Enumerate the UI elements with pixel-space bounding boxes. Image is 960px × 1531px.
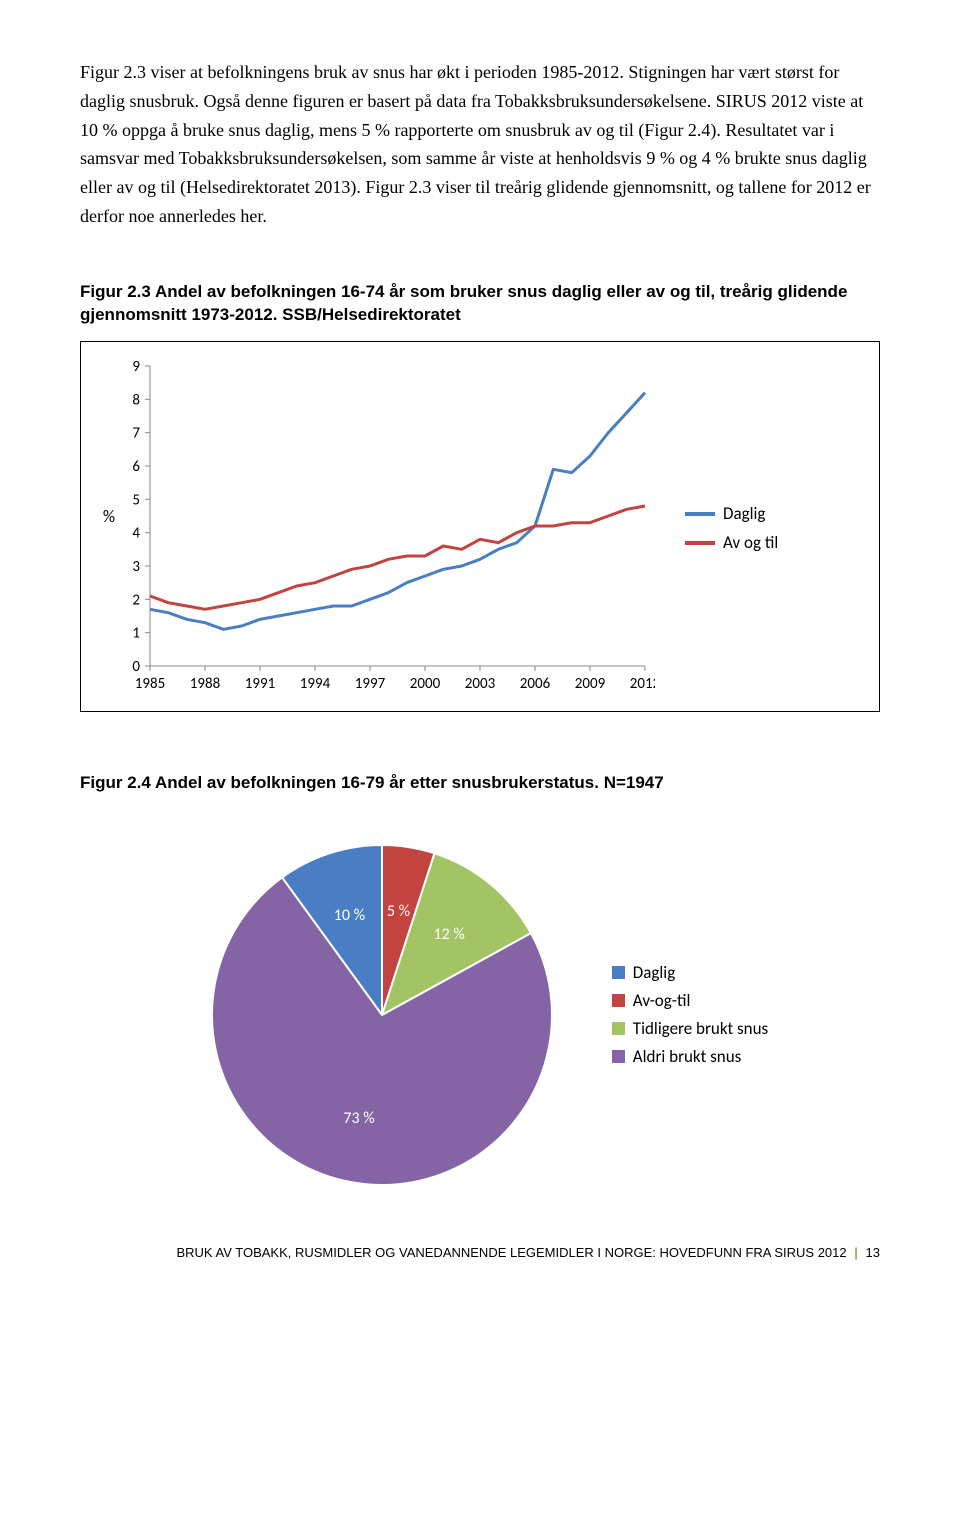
figure-2-4-title: Figur 2.4 Andel av befolkningen 16-79 år… [80,772,880,795]
page-footer: BRUK AV TOBAKK, RUSMIDLER OG VANEDANNEND… [80,1245,880,1260]
legend-swatch [685,512,715,516]
svg-text:6: 6 [132,458,140,476]
svg-text:5: 5 [132,491,140,509]
legend-label: Av og til [723,532,778,553]
pie-legend-label: Daglig [633,962,675,983]
legend-item: Av og til [685,532,778,553]
footer-text: BRUK AV TOBAKK, RUSMIDLER OG VANEDANNEND… [176,1245,846,1260]
pie-legend-label: Tidligere brukt snus [633,1018,768,1039]
pie-legend-item: Av-og-til [612,990,768,1011]
svg-text:2006: 2006 [520,675,551,693]
figure-2-3-title: Figur 2.3 Andel av befolkningen 16-74 år… [80,281,880,327]
pie-legend-item: Aldri brukt snus [612,1046,768,1067]
svg-text:5 %: 5 % [387,901,410,920]
pie-legend-swatch [612,1050,625,1063]
svg-text:1988: 1988 [190,675,220,693]
pie-legend-item: Daglig [612,962,768,983]
svg-text:2000: 2000 [410,675,441,693]
pie-chart: 10 % 5 % 12 % 73 % [192,825,572,1205]
svg-text:7: 7 [132,424,140,442]
legend-item: Daglig [685,503,778,524]
pie-legend-swatch [612,966,625,979]
svg-text:10 %: 10 % [334,905,365,924]
footer-page-number: 13 [866,1245,880,1260]
pie-legend-swatch [612,1022,625,1035]
line-chart-legend: Daglig Av og til [685,495,778,561]
body-paragraph: Figur 2.3 viser at befolkningens bruk av… [80,58,880,231]
svg-text:1985: 1985 [135,675,165,693]
svg-text:12 %: 12 % [433,924,464,943]
svg-text:1: 1 [132,624,140,642]
pie-legend-label: Av-og-til [633,990,691,1011]
svg-text:4: 4 [132,524,140,542]
svg-text:1997: 1997 [355,675,386,693]
pie-legend-swatch [612,994,625,1007]
pie-chart-legend: Daglig Av-og-til Tidligere brukt snus Aldri… [612,955,768,1074]
pie-legend-item: Tidligere brukt snus [612,1018,768,1039]
pie-legend-label: Aldri brukt snus [633,1046,741,1067]
footer-separator: | [854,1245,858,1260]
svg-text:73 %: 73 % [343,1108,374,1127]
svg-text:2003: 2003 [465,675,496,693]
svg-text:9: 9 [132,358,140,376]
svg-text:1994: 1994 [300,675,331,693]
svg-text:2009: 2009 [575,675,606,693]
svg-text:0: 0 [132,658,140,676]
svg-text:2012: 2012 [630,675,655,693]
svg-text:3: 3 [132,558,140,576]
legend-swatch [685,541,715,545]
figure-2-3-chart-box: 0 1 2 3 4 5 6 7 8 9% 1985 1988 1991 1994 1997 2000 2003 2… [80,341,880,712]
svg-text:2: 2 [132,591,140,609]
legend-label: Daglig [723,503,765,524]
svg-text:%: % [103,506,115,527]
svg-text:1991: 1991 [245,675,275,693]
svg-text:8: 8 [132,391,140,409]
line-chart: 0 1 2 3 4 5 6 7 8 9% 1985 1988 1991 1994 1997 2000 2003 2… [95,356,655,701]
